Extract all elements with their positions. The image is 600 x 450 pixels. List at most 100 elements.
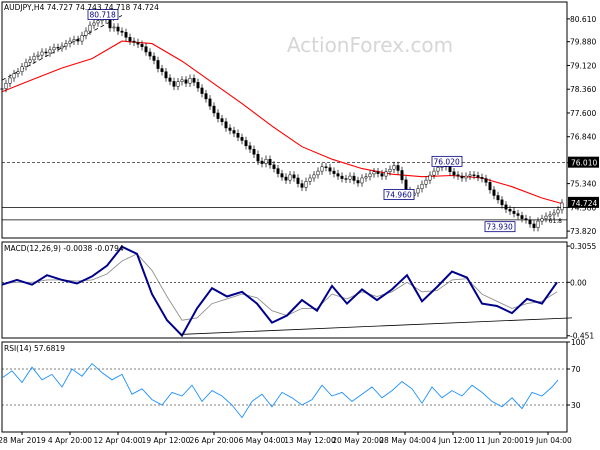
price-candle: [96, 20, 100, 24]
price-candle: [112, 26, 116, 29]
price-candle: [180, 79, 184, 82]
price-candle: [468, 174, 472, 177]
price-candle: [368, 173, 372, 177]
macd-axis-tick-label: 0.3055: [570, 242, 596, 251]
price-candle: [72, 39, 76, 42]
price-candle: [332, 170, 336, 174]
price-candle: [28, 59, 32, 63]
price-annotation-label: 80.718: [90, 11, 116, 20]
price-candle: [68, 40, 72, 44]
x-axis-tick-label: 28 May 04:00: [379, 436, 431, 445]
price-candle: [24, 62, 28, 67]
price-candle: [356, 180, 360, 184]
x-axis: 28 Mar 2019 4 Apr 20:00 12 Apr 04:00 19 Apr…: [0, 432, 572, 445]
price-candle: [16, 71, 20, 74]
price-candle: [472, 174, 476, 176]
price-candle: [120, 30, 124, 33]
price-axis-tick-label: 75.340: [570, 180, 596, 189]
price-candle: [212, 105, 216, 114]
price-candle: [428, 174, 432, 181]
price-candle: [296, 177, 300, 184]
price-candle: [48, 49, 52, 54]
watermark: ActionForex.com: [287, 33, 453, 57]
price-candle: [496, 195, 500, 201]
price-candle: [256, 153, 260, 162]
x-axis-tick-label: 19 Jun 04:00: [524, 436, 572, 445]
price-candle: [308, 177, 312, 182]
price-candle: [524, 218, 528, 221]
price-axis-marker: [568, 196, 599, 208]
price-candle: [324, 166, 328, 168]
price-candle: [328, 167, 332, 172]
price-candle: [32, 56, 36, 61]
price-candle: [344, 178, 348, 180]
price-candle: [304, 181, 308, 188]
price-axis-tick-label: 74.580: [570, 203, 596, 212]
price-candle: [556, 209, 560, 214]
price-candle: [228, 127, 232, 131]
price-candle: [372, 171, 376, 175]
price-candle: [248, 145, 252, 150]
price-annotation-label: 73.930: [487, 223, 513, 232]
price-candle: [216, 112, 220, 119]
x-axis-tick-label: 26 Apr 20:00: [190, 436, 239, 445]
price-candle: [484, 178, 488, 183]
price-candle: [416, 188, 420, 194]
price-candle: [528, 219, 532, 225]
price-candle: [116, 26, 120, 32]
price-candle: [148, 51, 152, 57]
price-candle: [456, 174, 460, 177]
x-axis-tick-label: 4 Apr 20:00: [48, 436, 92, 445]
price-candle: [388, 168, 392, 172]
x-axis-tick-label: 6 May 04:00: [239, 436, 286, 445]
panel-frame-1: [1, 1, 568, 239]
price-axis-tick-label: 77.600: [570, 109, 596, 118]
price-candle: [280, 173, 284, 178]
fib-label: 61.8: [549, 218, 563, 225]
price-candle: [84, 30, 88, 36]
price-candle: [448, 166, 452, 172]
price-candle: [176, 81, 180, 87]
price-candle: [384, 171, 388, 177]
price-candle: [108, 19, 112, 29]
price-candle: [560, 202, 564, 211]
panel-frame-2: [1, 241, 568, 339]
macd-panel-title: MACD(12,26,9) -0.0038 -0.0794: [4, 244, 124, 253]
price-candle: [88, 24, 92, 32]
price-candle: [400, 170, 404, 181]
price-candle: [404, 179, 408, 191]
price-axis-marker-label: 74.724: [571, 199, 597, 208]
price-candle: [64, 43, 68, 47]
price-candle: [12, 73, 16, 79]
price-candle: [76, 39, 80, 42]
price-axis-tick-label: 78.360: [570, 85, 596, 94]
price-candle: [204, 93, 208, 100]
panel-frame-3: [1, 341, 568, 433]
price-candle: [208, 98, 212, 107]
rsi-line: [1, 362, 559, 419]
price-candle: [244, 140, 248, 147]
price-candle: [396, 165, 400, 171]
macd-axis-tick-label: 0.00: [570, 278, 587, 287]
price-candle: [536, 220, 540, 228]
price-candle: [492, 189, 496, 196]
price-annotation-box: [383, 189, 415, 200]
price-candle: [156, 60, 160, 69]
price-candle: [132, 40, 136, 43]
price-candle: [420, 183, 424, 189]
price-candle: [336, 173, 340, 177]
price-axis-marker: [568, 156, 599, 168]
price-candle: [4, 83, 8, 89]
price-candle: [452, 171, 456, 176]
macd-trendline: [179, 317, 573, 335]
price-candle: [188, 78, 192, 84]
price-candle: [432, 170, 436, 176]
price-axis-tick-label: 80.610: [570, 15, 596, 24]
x-axis-tick-label: 12 Apr 04:00: [94, 436, 143, 445]
price-candle: [144, 46, 148, 53]
price-panel-title: AUDJPY,H4 74.727 74.743 74.718 74.724: [4, 3, 159, 12]
rsi-panel: 100 70 30 RSI(14) 57.6819: [1, 338, 586, 419]
price-candle: [480, 177, 484, 179]
price-annotation-label: 76.020: [434, 157, 460, 166]
price-candle: [312, 174, 316, 179]
